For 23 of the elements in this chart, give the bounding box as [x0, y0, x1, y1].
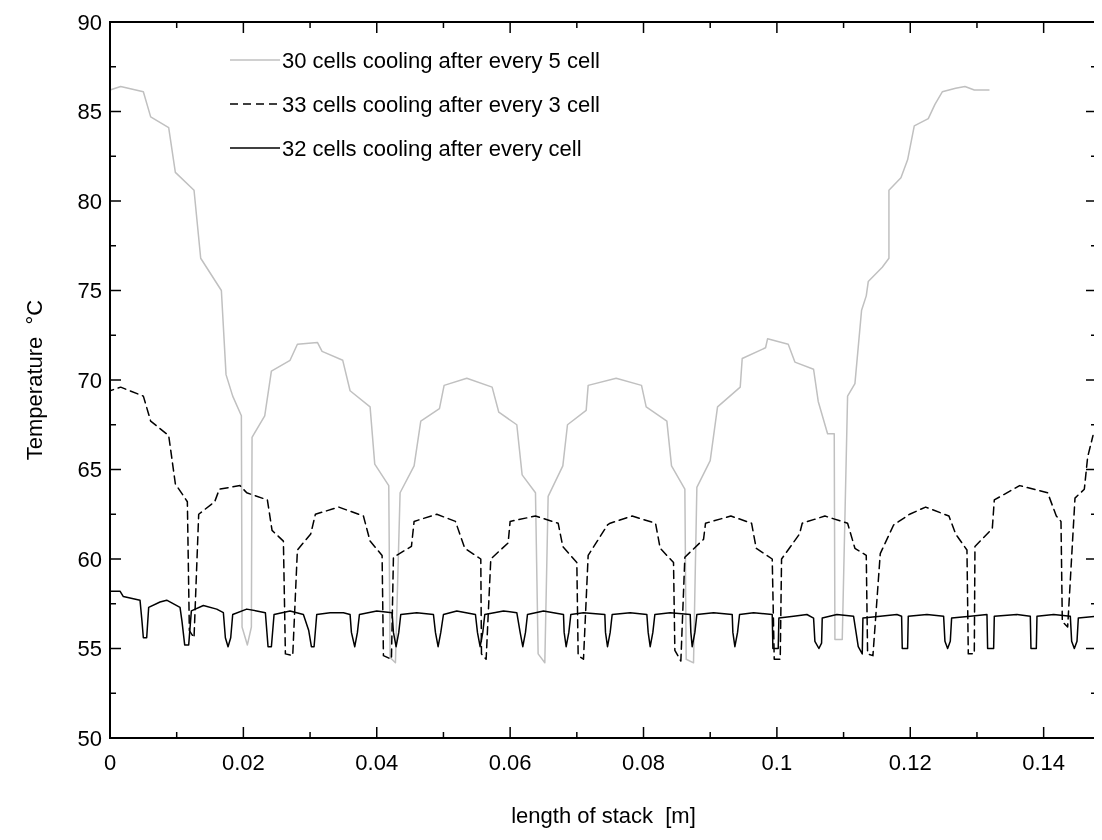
x-tick-label: 0.14	[1022, 750, 1066, 775]
y-tick-label: 85	[77, 99, 102, 125]
x-tick-label: 0	[103, 750, 117, 775]
legend-label: 33 cells cooling after every 3 cell	[282, 91, 600, 117]
x-tick-label: 0.06	[488, 750, 532, 775]
y-tick-label: 75	[77, 278, 102, 304]
y-tick-label: 70	[77, 367, 102, 393]
x-tick-label: 0.04	[355, 750, 399, 775]
y-tick-label: 60	[77, 546, 102, 572]
x-axis-title: length of stack [m]	[511, 803, 696, 828]
x-tick-label: 0.1	[761, 750, 793, 775]
y-tick-label: 50	[77, 725, 102, 751]
x-tick-label: 0.02	[221, 750, 265, 775]
y-tick-label: 55	[77, 636, 102, 662]
y-axis-title: Temperature °C	[22, 299, 47, 461]
y-tick-label: 90	[77, 9, 102, 35]
x-tick-label: 0.08	[622, 750, 665, 775]
x-tick-label: 0.12	[888, 750, 932, 775]
legend-label: 30 cells cooling after every 5 cell	[282, 47, 600, 73]
y-tick-label: 65	[77, 457, 102, 483]
line-series	[109, 85, 990, 664]
legend-label: 32 cells cooling after every cell	[282, 135, 582, 161]
y-tick-label: 80	[77, 188, 102, 214]
